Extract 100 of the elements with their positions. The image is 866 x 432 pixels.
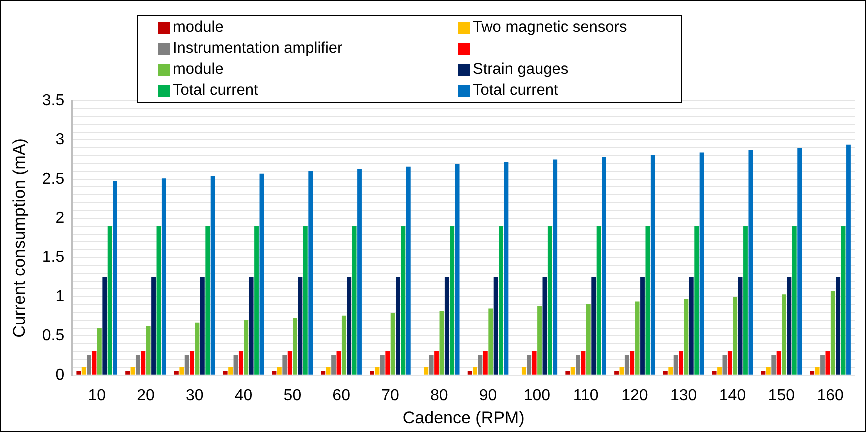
- bar: [130, 368, 136, 375]
- bar: [772, 355, 776, 375]
- bar: [689, 277, 694, 375]
- bar: [92, 351, 97, 375]
- bar: [766, 368, 771, 375]
- y-tick-label: 1: [56, 288, 65, 306]
- bar: [126, 371, 130, 375]
- bar: [434, 351, 439, 375]
- x-tick-label: 160: [817, 387, 844, 404]
- bar: [380, 355, 385, 375]
- bar: [228, 368, 234, 375]
- bar: [97, 328, 102, 375]
- bar: [277, 368, 282, 375]
- bar: [238, 351, 244, 375]
- x-tick-label: 150: [768, 387, 796, 404]
- bar: [249, 277, 254, 375]
- x-tick-label: 40: [234, 387, 253, 404]
- y-tick-label: 0: [56, 366, 65, 384]
- bar: [620, 368, 624, 375]
- legend-label: module: [173, 60, 224, 80]
- bar: [162, 178, 166, 375]
- y-tick-label: 2.5: [42, 170, 65, 188]
- legend-label: Strain gauges: [473, 60, 569, 80]
- bar: [440, 311, 444, 375]
- bar: [113, 180, 118, 375]
- bar: [146, 326, 151, 375]
- bar: [830, 292, 836, 375]
- bar: [200, 277, 205, 375]
- bar: [429, 355, 434, 375]
- bar: [102, 277, 108, 375]
- bar: [635, 302, 640, 375]
- bar: [76, 371, 82, 375]
- bar: [614, 371, 619, 375]
- bar: [744, 226, 748, 375]
- bar: [282, 355, 288, 375]
- bar: [352, 226, 357, 375]
- bar: [195, 322, 200, 375]
- bar: [396, 277, 400, 375]
- bar: [87, 355, 92, 375]
- bar: [548, 226, 552, 375]
- bar: [566, 371, 570, 375]
- x-tick-label: 130: [670, 387, 698, 404]
- x-tick-label: 120: [622, 387, 648, 404]
- y-tick-label: 0.5: [42, 328, 65, 345]
- bar: [722, 355, 728, 375]
- bar: [450, 226, 455, 375]
- bar: [728, 351, 732, 375]
- bar: [332, 355, 336, 375]
- bar: [308, 172, 314, 375]
- bar: [733, 297, 738, 375]
- bar: [532, 351, 537, 375]
- bar: [674, 355, 678, 375]
- bar: [141, 351, 146, 375]
- x-tick-label: 60: [332, 387, 351, 404]
- legend-label: Total current: [473, 81, 558, 101]
- bar: [303, 226, 308, 375]
- bar: [180, 368, 184, 375]
- bar: [684, 299, 689, 375]
- bar: [370, 371, 374, 375]
- bar: [244, 320, 249, 375]
- x-tick-label: 10: [88, 387, 106, 404]
- bar: [473, 368, 478, 375]
- x-tick-label: 140: [719, 387, 746, 404]
- bar: [254, 226, 259, 375]
- bar: [272, 371, 277, 375]
- bar: [798, 148, 802, 375]
- x-tick-label: 80: [430, 387, 448, 404]
- bar: [581, 351, 586, 375]
- bar: [782, 294, 786, 375]
- bar: [826, 351, 830, 375]
- bar: [206, 226, 210, 375]
- bar: [152, 277, 156, 375]
- bar: [592, 277, 596, 375]
- y-tick-label: 2: [56, 210, 65, 228]
- bar: [602, 157, 606, 375]
- bar: [156, 226, 162, 375]
- bar: [326, 368, 331, 375]
- bar: [738, 277, 743, 375]
- bar: [787, 277, 792, 375]
- x-tick-label: 30: [186, 387, 204, 404]
- bar: [748, 150, 754, 375]
- bar: [342, 316, 346, 375]
- bar: [260, 174, 264, 375]
- legend-label: Instrumentation amplifier: [173, 39, 343, 59]
- x-axis-title: Cadence (RPM): [402, 408, 525, 428]
- bar: [223, 371, 228, 375]
- bar: [455, 164, 460, 375]
- bar: [624, 355, 630, 375]
- bar: [347, 277, 352, 375]
- bar: [108, 226, 112, 375]
- bar: [596, 226, 602, 375]
- bar: [293, 318, 298, 375]
- y-tick-label: 3: [56, 132, 65, 149]
- x-tick-label: 90: [479, 387, 498, 404]
- bar: [298, 277, 303, 375]
- bar: [542, 277, 548, 375]
- bar: [718, 368, 722, 375]
- bar: [679, 351, 684, 375]
- bar: [468, 371, 472, 375]
- bar: [174, 371, 179, 375]
